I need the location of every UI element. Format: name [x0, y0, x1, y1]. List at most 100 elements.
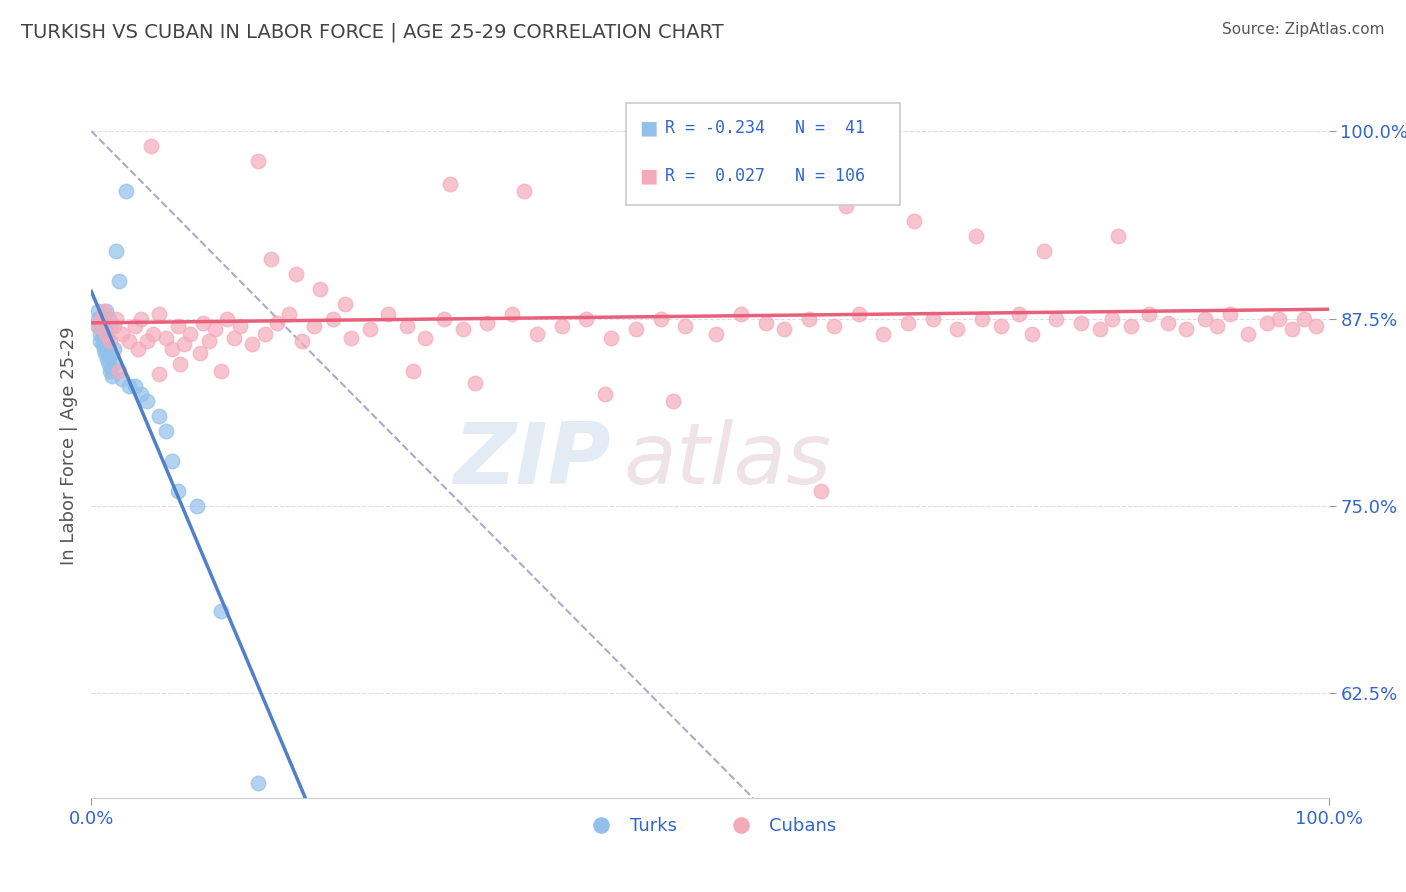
Point [662, 394, 685, 409]
Point [100, 361, 122, 376]
Point [91, 337, 114, 351]
Point [1305, 319, 1327, 334]
Text: TURKISH VS CUBAN IN LABOR FORCE | AGE 25-29 CORRELATION CHART: TURKISH VS CUBAN IN LABOR FORCE | AGE 25… [21, 22, 724, 42]
Point [593, 386, 616, 401]
Point [97, 311, 120, 326]
Point [103, 342, 125, 356]
Point [704, 326, 727, 341]
Point [91, 331, 114, 345]
Point [111, 371, 134, 385]
Point [402, 364, 425, 378]
Point [96, 319, 118, 334]
Point [139, 139, 162, 153]
Point [115, 184, 138, 198]
Point [136, 394, 159, 409]
Point [188, 346, 211, 360]
Point [86, 304, 108, 318]
Point [1088, 322, 1111, 336]
Point [247, 776, 270, 790]
Text: ■: ■ [640, 166, 658, 186]
Point [501, 307, 523, 321]
Point [1101, 311, 1123, 326]
Point [972, 311, 994, 326]
Point [1008, 307, 1031, 321]
Y-axis label: In Labor Force | Age 25-29: In Labor Force | Age 25-29 [59, 326, 77, 566]
Point [101, 368, 124, 383]
Legend: Turks, Cubans: Turks, Cubans [576, 810, 844, 842]
Point [1033, 244, 1056, 258]
Point [96, 331, 118, 345]
Point [415, 331, 437, 345]
Point [477, 316, 499, 330]
Point [179, 326, 201, 341]
Point [148, 367, 170, 381]
Point [98, 364, 121, 378]
Point [513, 184, 536, 198]
Point [86, 319, 108, 334]
Point [965, 229, 987, 244]
Point [1119, 319, 1142, 334]
Point [1237, 326, 1260, 341]
Point [946, 322, 969, 336]
Point [93, 342, 115, 356]
Point [111, 326, 134, 341]
Point [129, 311, 152, 326]
Point [167, 483, 190, 498]
Point [464, 376, 486, 390]
Point [127, 342, 149, 356]
Point [333, 296, 356, 310]
Point [93, 334, 115, 348]
Point [903, 214, 925, 228]
Point [160, 454, 183, 468]
Point [240, 337, 263, 351]
Point [222, 331, 245, 345]
Point [186, 499, 208, 513]
Point [650, 311, 672, 326]
Point [96, 352, 118, 367]
Point [148, 307, 170, 321]
Point [247, 154, 270, 169]
Point [1292, 311, 1315, 326]
Point [673, 319, 696, 334]
Point [209, 364, 232, 378]
Point [89, 334, 111, 348]
Point [872, 326, 894, 341]
Point [90, 311, 112, 326]
Point [990, 319, 1012, 334]
Point [209, 604, 232, 618]
Text: atlas: atlas [623, 418, 831, 501]
Point [291, 334, 314, 348]
Point [810, 483, 832, 498]
Point [897, 316, 920, 330]
Point [1070, 316, 1092, 330]
Point [1194, 311, 1216, 326]
Point [96, 326, 118, 341]
Point [155, 424, 177, 438]
Point [93, 304, 115, 318]
Point [1175, 322, 1198, 336]
Point [229, 319, 252, 334]
Point [191, 316, 214, 330]
Point [97, 357, 120, 371]
Point [1045, 311, 1067, 326]
Point [773, 322, 796, 336]
Text: R =  0.027   N = 106: R = 0.027 N = 106 [665, 167, 865, 185]
Point [526, 326, 548, 341]
Point [451, 322, 474, 336]
Point [253, 326, 276, 341]
Point [105, 311, 128, 326]
Point [1256, 316, 1278, 330]
Point [160, 342, 183, 356]
Point [340, 331, 363, 345]
Point [93, 322, 115, 336]
Point [94, 346, 117, 360]
Point [98, 334, 121, 348]
Point [309, 282, 332, 296]
Point [117, 334, 139, 348]
Point [103, 319, 125, 334]
Point [302, 319, 325, 334]
Point [848, 307, 870, 321]
Text: ZIP: ZIP [453, 418, 612, 501]
Point [439, 177, 461, 191]
Point [217, 311, 239, 326]
